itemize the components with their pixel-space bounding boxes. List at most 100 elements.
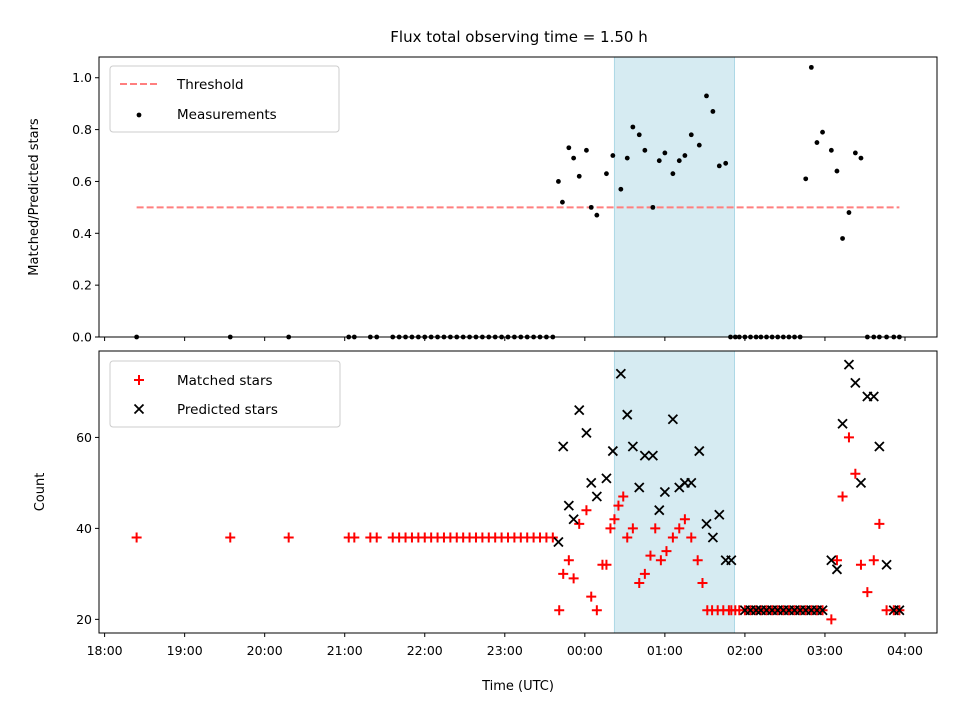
- predicted-star-point: [568, 514, 579, 525]
- predicted-star-point: [574, 404, 585, 416]
- measurement-point: [604, 171, 609, 177]
- predicted-star-point: [615, 368, 626, 379]
- measurement-point: [834, 168, 840, 174]
- measurement-point: [688, 132, 694, 138]
- predicted-star-point: [826, 555, 837, 566]
- matched-star-point: [874, 518, 885, 529]
- measurement-point: [670, 171, 676, 177]
- predicted-star-point: [694, 445, 705, 457]
- matched-star-point: [655, 555, 666, 566]
- matched-star-point: [131, 532, 142, 543]
- matched-star-point: [850, 468, 861, 479]
- measurement-point: [650, 204, 656, 210]
- predicted-star-point: [586, 477, 597, 489]
- measurement-point: [808, 64, 814, 70]
- x-tick-label: 23:00: [487, 643, 523, 658]
- matched-star-point: [581, 505, 592, 516]
- matched-star-point: [283, 532, 294, 543]
- predicted-star-point: [874, 441, 885, 452]
- predicted-star-point: [563, 500, 574, 511]
- measurement-point: [576, 173, 582, 179]
- x-tick-label: 01:00: [647, 643, 683, 658]
- measurement-point: [656, 158, 662, 164]
- measurement-point: [840, 236, 845, 241]
- x-axis-label: Time (UTC): [481, 679, 554, 694]
- predicted-star-point: [855, 477, 867, 489]
- matched-star-point: [586, 591, 597, 602]
- predicted-star-point: [850, 377, 861, 388]
- x-tick-label: 18:00: [87, 643, 123, 658]
- bottom-y-axis-label: Count: [33, 473, 48, 512]
- predicted-star-point: [837, 418, 848, 429]
- matched-star-point: [661, 546, 672, 557]
- bottom-y-tick-label: 20: [76, 612, 92, 627]
- matched-star-point: [609, 514, 620, 525]
- bottom-y-tick-label: 60: [76, 430, 92, 445]
- predicted-star-point: [558, 441, 569, 452]
- matched-star-point: [558, 568, 569, 579]
- predicted-star-point: [817, 605, 828, 616]
- measurement-point: [696, 142, 702, 148]
- matched-star-point: [225, 532, 236, 543]
- matched-star-point: [601, 559, 612, 570]
- measurement-point: [594, 212, 600, 218]
- top-plot-frame: [98, 56, 938, 338]
- predicted-star-point: [831, 564, 843, 575]
- matched-legend-marker: [134, 375, 144, 385]
- predicted-star-point: [639, 450, 650, 461]
- top-y-tick-label: 1.0: [72, 70, 92, 85]
- measurement-point: [618, 186, 624, 192]
- measurement-point: [662, 150, 668, 156]
- matched-star-point: [862, 587, 873, 598]
- predicted-legend-label: Predicted stars: [177, 402, 278, 418]
- x-tick-label: 00:00: [567, 643, 603, 658]
- measurement-point: [704, 93, 709, 99]
- matched-star-point: [679, 514, 690, 525]
- bottom-y-ticks: 20 40 60: [76, 430, 99, 627]
- measurement-point: [560, 199, 565, 205]
- predicted-star-point: [591, 491, 602, 502]
- top-x-ticks: [104, 337, 906, 341]
- predicted-star-point: [581, 427, 592, 439]
- measurement-point: [858, 155, 864, 161]
- x-tick-label: 02:00: [727, 643, 763, 658]
- measurement-point: [803, 176, 809, 182]
- measurement-point: [642, 147, 648, 153]
- predicted-star-point: [707, 532, 719, 543]
- measurement-point: [828, 147, 834, 153]
- x-tick-label: 03:00: [807, 643, 843, 658]
- predicted-stars-points: [553, 359, 905, 616]
- matched-star-point: [843, 432, 854, 443]
- matched-star-point: [622, 532, 633, 543]
- x-tick-label: 21:00: [327, 643, 363, 658]
- bottom-legend-box: [109, 360, 341, 428]
- matched-star-point: [855, 559, 866, 570]
- predicted-star-point: [843, 359, 855, 370]
- predicted-star-point: [622, 409, 633, 420]
- bottom-x-ticks: 18:00 19:00 20:00 21:00 22:00 23:00 00:00 01:00…: [87, 633, 923, 658]
- matched-star-point: [692, 555, 703, 566]
- predicted-star-point: [627, 441, 638, 452]
- measurement-point: [556, 179, 561, 184]
- bottom-y-tick-label: 40: [76, 521, 92, 536]
- matched-star-point: [826, 614, 837, 625]
- predicted-star-point: [714, 509, 725, 520]
- top-y-tick-label: 0.0: [72, 330, 92, 345]
- matched-star-point: [568, 573, 579, 584]
- measurements-legend-swatch: [136, 112, 142, 118]
- measurement-point: [710, 109, 716, 114]
- matched-star-point: [554, 605, 565, 616]
- matched-star-point: [645, 550, 656, 561]
- predicted-star-point: [659, 486, 671, 498]
- x-tick-label: 22:00: [407, 643, 443, 658]
- matched-star-point: [547, 532, 558, 543]
- predicted-star-point: [667, 414, 679, 425]
- top-y-tick-label: 0.8: [72, 122, 92, 137]
- matched-star-point: [634, 577, 645, 588]
- top-y-tick-label: 0.6: [72, 174, 92, 189]
- threshold-legend-label: Threshold: [176, 77, 244, 93]
- predicted-star-point: [634, 482, 645, 493]
- predicted-star-point: [881, 559, 892, 570]
- matched-star-point: [574, 518, 585, 529]
